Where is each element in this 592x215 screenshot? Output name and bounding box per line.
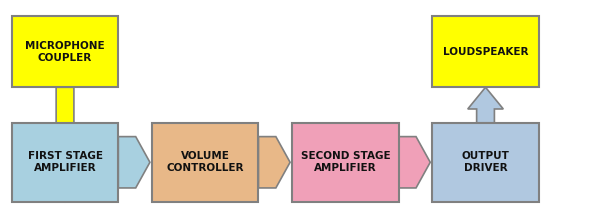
Text: MICROPHONE
COUPLER: MICROPHONE COUPLER (25, 41, 105, 63)
Text: SECOND STAGE
AMPLIFIER: SECOND STAGE AMPLIFIER (301, 151, 390, 174)
Bar (12, 123, 118, 202)
Polygon shape (118, 137, 150, 188)
Text: FIRST STAGE
AMPLIFIER: FIRST STAGE AMPLIFIER (27, 151, 102, 174)
Bar (152, 123, 259, 202)
Bar (292, 123, 398, 202)
Bar (432, 16, 539, 87)
Polygon shape (259, 137, 290, 188)
FancyArrow shape (468, 87, 503, 123)
Text: OUTPUT
DRIVER: OUTPUT DRIVER (462, 151, 510, 174)
Text: VOLUME
CONTROLLER: VOLUME CONTROLLER (166, 151, 244, 174)
FancyArrow shape (47, 87, 83, 202)
Bar (12, 16, 118, 87)
Bar (432, 123, 539, 202)
Polygon shape (398, 137, 430, 188)
Text: LOUDSPEAKER: LOUDSPEAKER (443, 47, 528, 57)
